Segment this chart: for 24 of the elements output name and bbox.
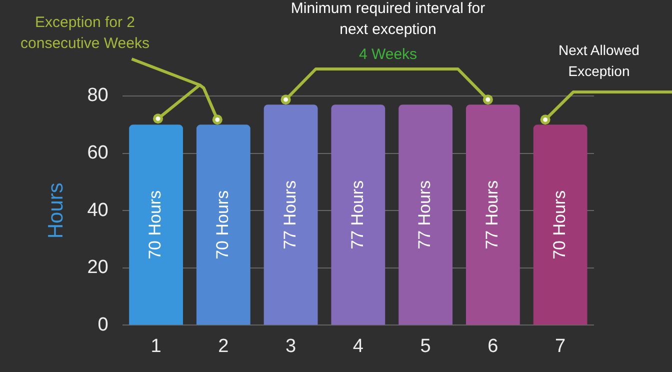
data-label: 77 Hours bbox=[482, 180, 502, 250]
data-label: 70 Hours bbox=[213, 190, 232, 260]
data-label: 77 Hours bbox=[415, 180, 434, 250]
data-label: 70 Hours bbox=[146, 190, 165, 260]
text: 4 Weeks bbox=[358, 45, 418, 65]
y-tick-label: 60 bbox=[87, 142, 108, 164]
x-tick-label: 4 bbox=[352, 336, 364, 357]
y-tick-label: 40 bbox=[87, 200, 108, 221]
x-tick-label: 6 bbox=[488, 336, 498, 357]
x-tick-label: 3 bbox=[285, 336, 296, 357]
x-tick-label: 7 bbox=[555, 336, 566, 357]
x-tick-label: 2 bbox=[218, 336, 229, 357]
y-tick-label: 20 bbox=[87, 257, 108, 278]
text: Next Allowed Exception bbox=[558, 41, 640, 81]
y-tick-label: 80 bbox=[87, 85, 108, 106]
text: Minimum required interval for next exception bbox=[290, 0, 486, 40]
data-label: 77 Hours bbox=[348, 180, 367, 250]
text: Exception for 2 consecutive Weeks bbox=[20, 13, 150, 54]
x-tick-label: 5 bbox=[420, 336, 431, 357]
data-label: 77 Hours bbox=[280, 180, 300, 250]
y-tick-label: 0 bbox=[98, 314, 108, 336]
x-tick-label: 1 bbox=[150, 336, 162, 357]
y-axis-title: Hours bbox=[44, 182, 68, 239]
data-label: 70 Hours bbox=[550, 190, 569, 260]
